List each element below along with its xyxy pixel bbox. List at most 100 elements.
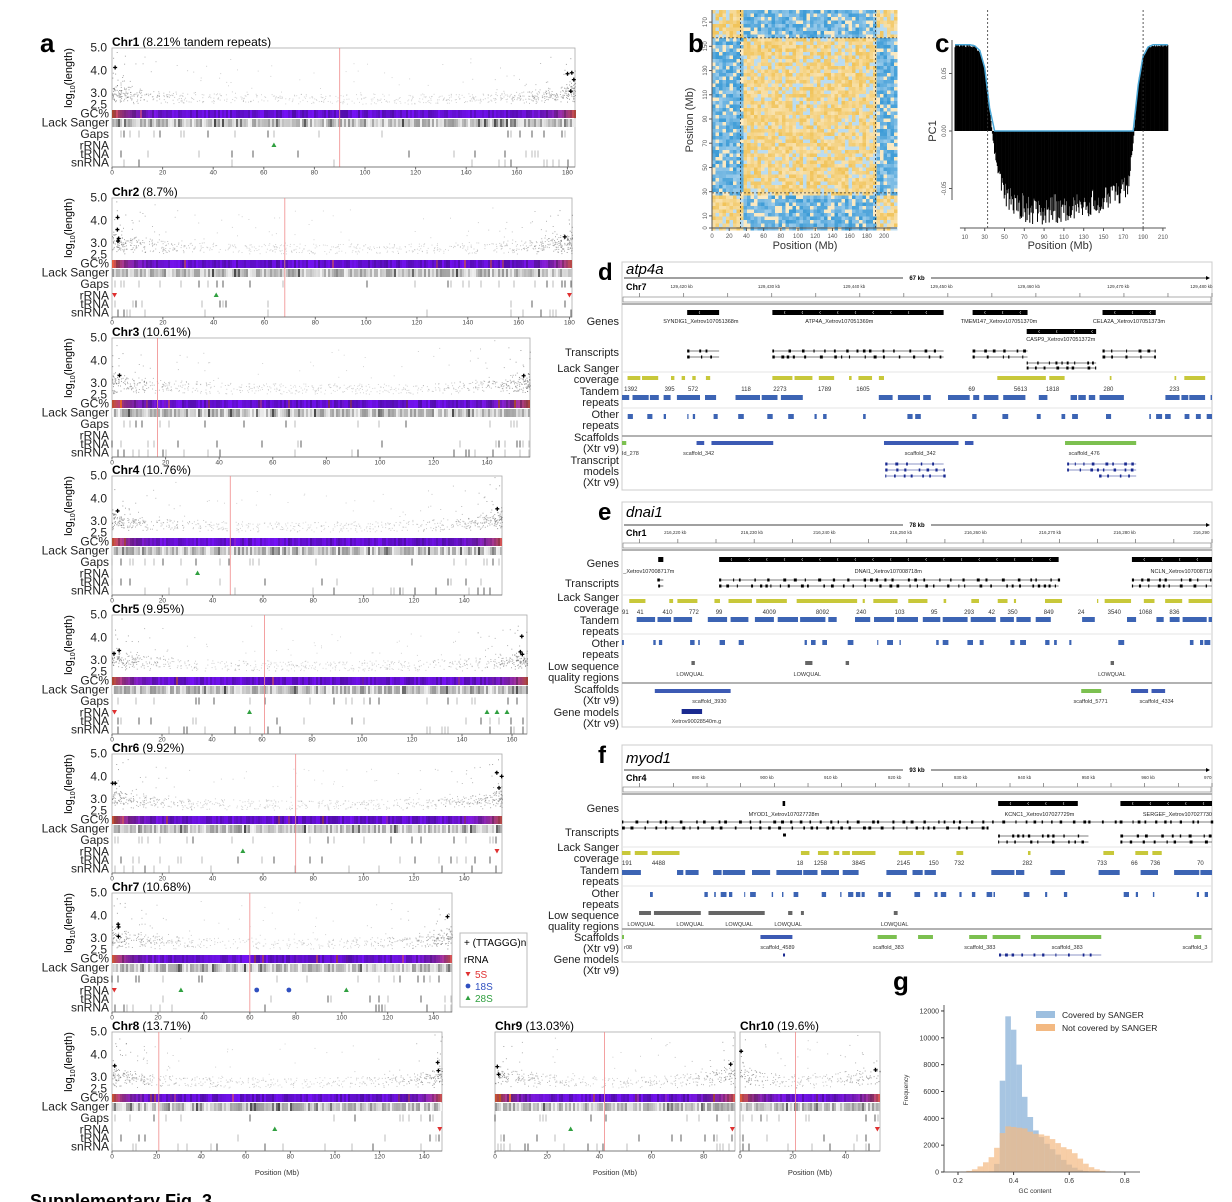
repeat-point bbox=[534, 245, 535, 247]
repeat-point bbox=[562, 248, 564, 250]
lack-sanger-segment bbox=[364, 409, 366, 417]
gc-segment bbox=[406, 260, 408, 268]
repeat-point bbox=[314, 390, 316, 391]
lack-sanger-segment bbox=[498, 409, 500, 417]
gc-segment bbox=[480, 538, 482, 546]
repeat-point bbox=[527, 91, 529, 93]
gc-segment bbox=[434, 538, 436, 546]
repeat-point bbox=[417, 392, 419, 394]
repeat-point bbox=[568, 219, 570, 221]
repeat-point bbox=[442, 529, 444, 530]
repeat-point bbox=[380, 98, 382, 100]
repeat-point bbox=[144, 390, 146, 392]
repeat-point bbox=[259, 253, 261, 255]
gc-segment bbox=[320, 538, 322, 546]
lack-sanger-segment bbox=[382, 547, 384, 555]
track-label-lacksanger: Lack Sanger bbox=[42, 544, 109, 558]
repeat-point bbox=[495, 92, 497, 94]
repeat-point bbox=[165, 250, 167, 252]
gc-segment bbox=[570, 260, 572, 268]
repeat-point bbox=[341, 528, 343, 530]
repeat-point bbox=[144, 248, 146, 250]
repeat-point bbox=[516, 91, 518, 93]
repeat-point bbox=[428, 506, 429, 508]
repeat-point bbox=[177, 521, 178, 523]
repeat-point bbox=[465, 101, 466, 103]
gc-segment bbox=[478, 260, 480, 268]
gc-segment bbox=[210, 400, 212, 408]
gc-segment bbox=[256, 400, 258, 408]
repeat-point bbox=[491, 523, 493, 525]
gc-segment bbox=[378, 538, 380, 546]
repeat-point bbox=[524, 392, 526, 393]
lack-sanger-segment bbox=[130, 269, 132, 277]
gc-segment bbox=[490, 110, 492, 118]
repeat-point bbox=[338, 250, 340, 252]
repeat-point bbox=[473, 387, 474, 389]
repeat-point bbox=[523, 381, 525, 383]
repeat-point bbox=[480, 522, 482, 524]
repeat-point bbox=[363, 366, 364, 368]
lack-sanger-segment bbox=[418, 409, 420, 417]
repeat-point bbox=[394, 100, 396, 102]
lack-sanger-segment bbox=[424, 269, 426, 277]
tandem-repeat-percent: (8.7%) bbox=[142, 185, 177, 199]
repeat-point bbox=[423, 520, 425, 522]
repeat-point bbox=[500, 67, 501, 69]
repeat-point bbox=[183, 526, 185, 528]
repeat-point bbox=[226, 393, 228, 395]
repeat-point bbox=[149, 241, 150, 243]
repeat-point bbox=[560, 87, 562, 89]
repeat-point bbox=[460, 519, 461, 521]
repeat-point bbox=[555, 100, 557, 102]
gc-segment bbox=[518, 260, 520, 268]
repeat-point bbox=[305, 521, 307, 523]
repeat-point bbox=[154, 204, 156, 206]
repeat-point bbox=[307, 524, 309, 526]
gc-segment bbox=[498, 400, 500, 408]
repeat-point bbox=[338, 244, 339, 246]
lack-sanger-segment bbox=[158, 409, 160, 417]
lack-sanger-segment bbox=[334, 409, 336, 417]
gc-segment bbox=[298, 110, 300, 118]
gc-segment bbox=[130, 400, 132, 408]
repeat-point bbox=[543, 247, 545, 249]
repeat-point bbox=[217, 93, 218, 95]
gc-segment bbox=[174, 400, 176, 408]
repeat-point bbox=[440, 249, 442, 251]
repeat-point bbox=[167, 519, 169, 521]
lack-sanger-segment bbox=[470, 409, 472, 417]
lack-sanger-segment bbox=[302, 547, 304, 555]
repeat-point bbox=[353, 525, 355, 526]
gc-segment bbox=[114, 110, 116, 118]
repeat-point bbox=[427, 247, 429, 249]
repeat-point bbox=[257, 527, 259, 528]
repeat-point bbox=[356, 525, 358, 527]
repeat-point bbox=[171, 243, 173, 245]
repeat-point bbox=[145, 237, 147, 239]
lack-sanger-segment bbox=[314, 119, 316, 127]
gc-segment bbox=[420, 538, 422, 546]
gc-segment bbox=[360, 260, 362, 268]
repeat-point bbox=[467, 525, 469, 527]
repeat-point bbox=[117, 525, 119, 527]
gc-segment bbox=[462, 260, 464, 268]
repeat-point bbox=[375, 103, 377, 105]
repeat-point bbox=[154, 392, 156, 394]
lack-sanger-segment bbox=[180, 547, 182, 555]
repeat-point bbox=[484, 517, 486, 519]
lack-sanger-segment bbox=[482, 409, 484, 417]
repeat-point bbox=[120, 516, 122, 518]
repeat-point bbox=[144, 384, 146, 386]
repeat-point bbox=[569, 241, 571, 243]
repeat-point bbox=[203, 251, 205, 253]
repeat-point bbox=[158, 234, 160, 236]
gc-segment bbox=[562, 110, 564, 118]
gc-segment bbox=[176, 538, 178, 546]
repeat-point bbox=[209, 525, 211, 527]
repeat-point bbox=[117, 79, 119, 81]
lack-sanger-segment bbox=[514, 409, 516, 417]
gc-segment bbox=[128, 260, 130, 268]
repeat-point bbox=[521, 92, 523, 94]
lack-sanger-segment bbox=[126, 409, 128, 417]
